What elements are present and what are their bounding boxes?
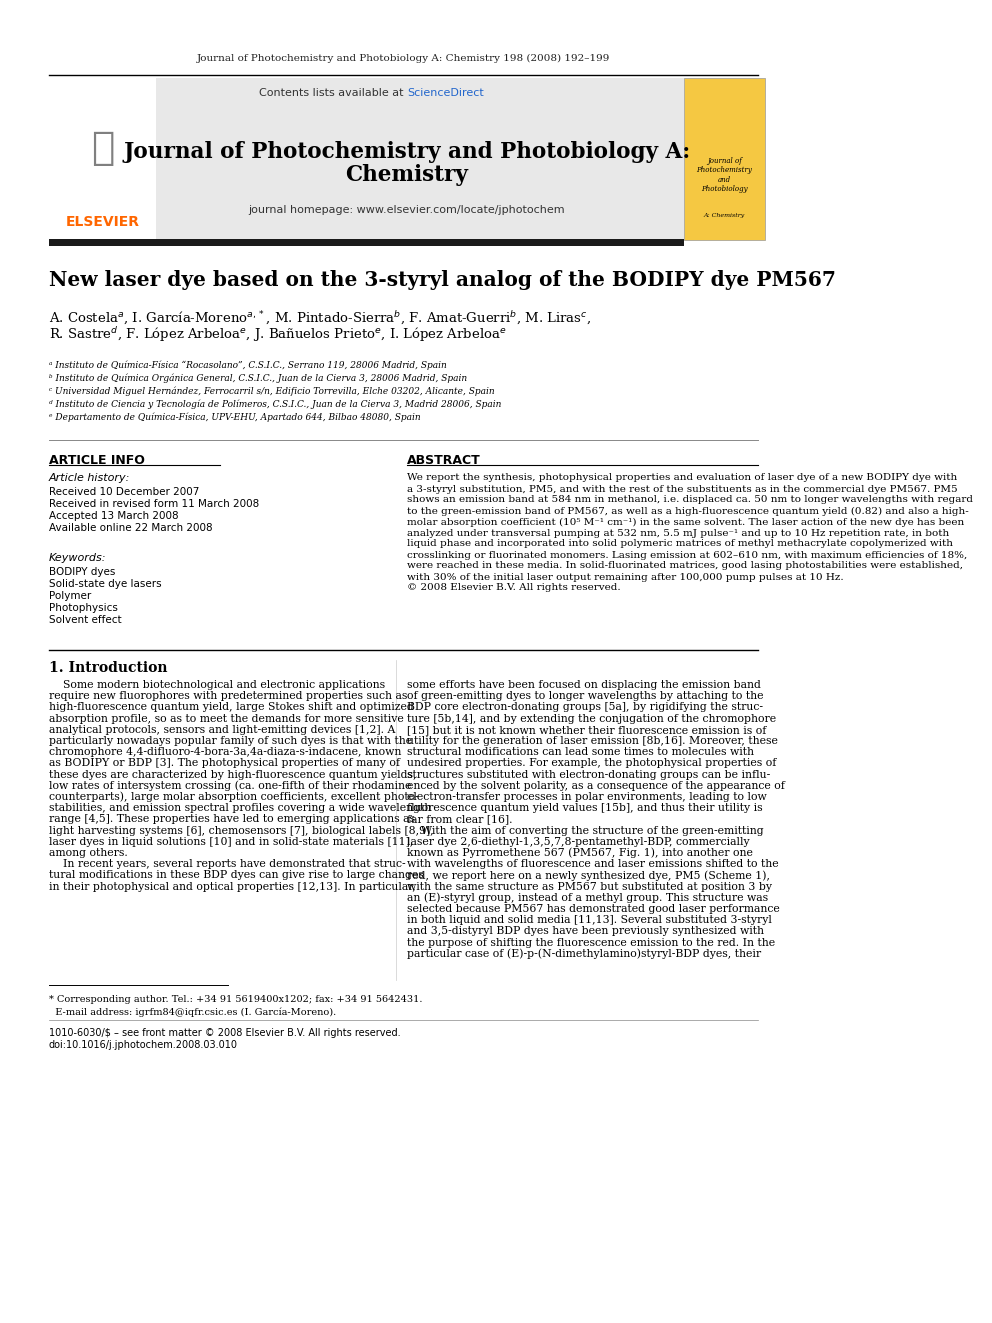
Text: New laser dye based on the 3-styryl analog of the BODIPY dye PM567: New laser dye based on the 3-styryl anal… (49, 270, 835, 290)
Text: among others.: among others. (49, 848, 128, 859)
Text: 🌳: 🌳 (91, 130, 114, 167)
Text: and 3,5-distyryl BDP dyes have been previously synthesized with: and 3,5-distyryl BDP dyes have been prev… (407, 926, 764, 937)
Text: enced by the solvent polarity, as a consequence of the appearance of: enced by the solvent polarity, as a cons… (407, 781, 785, 791)
Text: Journal of Photochemistry and Photobiology A: Chemistry 198 (2008) 192–199: Journal of Photochemistry and Photobiolo… (197, 53, 610, 62)
Text: analytical protocols, sensors and light-emitting devices [1,2]. A: analytical protocols, sensors and light-… (49, 725, 395, 734)
Text: structures substituted with electron-donating groups can be influ-: structures substituted with electron-don… (407, 770, 770, 779)
Text: with the same structure as PM567 but substituted at position 3 by: with the same structure as PM567 but sub… (407, 881, 772, 892)
Text: [15] but it is not known whether their fluorescence emission is of: [15] but it is not known whether their f… (407, 725, 766, 734)
Text: ScienceDirect: ScienceDirect (407, 89, 484, 98)
Text: 1010-6030/$ – see front matter © 2008 Elsevier B.V. All rights reserved.: 1010-6030/$ – see front matter © 2008 El… (49, 1028, 401, 1039)
Text: ᵈ Instituto de Ciencia y Tecnología de Polímeros, C.S.I.C., Juan de la Cierva 3,: ᵈ Instituto de Ciencia y Tecnología de P… (49, 400, 501, 409)
Text: with 30% of the initial laser output remaining after 100,000 pump pulses at 10 H: with 30% of the initial laser output rem… (407, 573, 843, 582)
Text: BODIPY dyes: BODIPY dyes (49, 568, 115, 577)
Text: R. Sastre$^d$, F. López Arbeloa$^e$, J. Bañuelos Prieto$^e$, I. López Arbeloa$^e: R. Sastre$^d$, F. López Arbeloa$^e$, J. … (49, 325, 507, 344)
Text: as BODIPY or BDP [3]. The photophysical properties of many of: as BODIPY or BDP [3]. The photophysical … (49, 758, 400, 769)
Text: E-mail address: igrfm84@iqfr.csic.es (I. García-Moreno).: E-mail address: igrfm84@iqfr.csic.es (I.… (49, 1007, 336, 1017)
Text: ture [5b,14], and by extending the conjugation of the chromophore: ture [5b,14], and by extending the conju… (407, 713, 776, 724)
Text: Contents lists available at: Contents lists available at (259, 89, 407, 98)
Text: were reached in these media. In solid-fluorinated matrices, good lasing photosta: were reached in these media. In solid-fl… (407, 561, 963, 570)
Bar (49, 239, 683, 246)
Text: A. Costela$^a$, I. García-Moreno$^{a,*}$, M. Pintado-Sierra$^b$, F. Amat-Guerri$: A. Costela$^a$, I. García-Moreno$^{a,*}$… (49, 310, 591, 327)
Text: shows an emission band at 584 nm in methanol, i.e. displaced ca. 50 nm to longer: shows an emission band at 584 nm in meth… (407, 496, 973, 504)
Text: ᵃ Instituto de Química-Física “Rocasolano”, C.S.I.C., Serrano 119, 28006 Madrid,: ᵃ Instituto de Química-Física “Rocasolan… (49, 360, 446, 369)
Text: utility for the generation of laser emission [8b,16]. Moreover, these: utility for the generation of laser emis… (407, 736, 778, 746)
Text: red, we report here on a newly synthesized dye, PM5 (Scheme 1),: red, we report here on a newly synthesiz… (407, 871, 770, 881)
Text: Received 10 December 2007: Received 10 December 2007 (49, 487, 199, 497)
Text: the purpose of shifting the fluorescence emission to the red. In the: the purpose of shifting the fluorescence… (407, 938, 775, 947)
Text: of green-emitting dyes to longer wavelengths by attaching to the: of green-emitting dyes to longer wavelen… (407, 691, 764, 701)
Text: Solvent effect: Solvent effect (49, 615, 121, 624)
Text: liquid phase and incorporated into solid polymeric matrices of methyl methacryla: liquid phase and incorporated into solid… (407, 540, 953, 549)
Text: A: Chemistry: A: Chemistry (703, 213, 745, 217)
Text: to the green-emission band of PM567, as well as a high-fluorescence quantum yiel: to the green-emission band of PM567, as … (407, 507, 968, 516)
Text: Journal of
Photochemistry
and
Photobiology: Journal of Photochemistry and Photobiolo… (696, 157, 752, 193)
Text: crosslinking or fluorinated monomers. Lasing emission at 602–610 nm, with maximu: crosslinking or fluorinated monomers. La… (407, 550, 967, 560)
Text: ARTICLE INFO: ARTICLE INFO (49, 454, 145, 467)
Text: particular case of (E)-p-(N-dimethylamino)styryl-BDP dyes, their: particular case of (E)-p-(N-dimethylamin… (407, 949, 761, 959)
Text: far from clear [16].: far from clear [16]. (407, 815, 513, 824)
Text: undesired properties. For example, the photophysical properties of: undesired properties. For example, the p… (407, 758, 777, 769)
Text: ᵇ Instituto de Química Orgánica General, C.S.I.C., Juan de la Cierva 3, 28006 Ma: ᵇ Instituto de Química Orgánica General,… (49, 373, 467, 382)
Text: Solid-state dye lasers: Solid-state dye lasers (49, 579, 162, 589)
Text: electron-transfer processes in polar environments, leading to low: electron-transfer processes in polar env… (407, 792, 767, 802)
Text: © 2008 Elsevier B.V. All rights reserved.: © 2008 Elsevier B.V. All rights reserved… (407, 583, 621, 593)
Text: Available online 22 March 2008: Available online 22 March 2008 (49, 523, 212, 533)
Bar (49, 78, 157, 239)
Text: with wavelengths of fluorescence and laser emissions shifted to the: with wavelengths of fluorescence and las… (407, 859, 779, 869)
Text: We report the synthesis, photophysical properties and evaluation of laser dye of: We report the synthesis, photophysical p… (407, 474, 957, 483)
Text: Keywords:: Keywords: (49, 553, 106, 564)
Text: light harvesting systems [6], chemosensors [7], biological labels [8,9],: light harvesting systems [6], chemosenso… (49, 826, 434, 836)
Text: selected because PM567 has demonstrated good laser performance: selected because PM567 has demonstrated … (407, 904, 780, 914)
Text: absorption profile, so as to meet the demands for more sensitive: absorption profile, so as to meet the de… (49, 713, 404, 724)
Text: Journal of Photochemistry and Photobiology A:: Journal of Photochemistry and Photobiolo… (123, 142, 690, 163)
Text: known as Pyrromethene 567 (PM567, Fig. 1), into another one: known as Pyrromethene 567 (PM567, Fig. 1… (407, 848, 753, 859)
Text: high-fluorescence quantum yield, large Stokes shift and optimized: high-fluorescence quantum yield, large S… (49, 703, 414, 712)
Text: With the aim of converting the structure of the green-emitting: With the aim of converting the structure… (407, 826, 764, 836)
Text: ᶜ Universidad Miguel Hernández, Ferrocarril s/n, Edificio Torrevilla, Elche 0320: ᶜ Universidad Miguel Hernández, Ferrocar… (49, 386, 494, 396)
Text: a 3-styryl substitution, PM5, and with the rest of the substituents as in the co: a 3-styryl substitution, PM5, and with t… (407, 484, 957, 493)
Text: some efforts have been focused on displacing the emission band: some efforts have been focused on displa… (407, 680, 761, 691)
Text: range [4,5]. These properties have led to emerging applications as: range [4,5]. These properties have led t… (49, 815, 415, 824)
Text: chromophore 4,4-difluoro-4-bora-3a,4a-diaza-s-indacene, known: chromophore 4,4-difluoro-4-bora-3a,4a-di… (49, 747, 401, 757)
Text: tural modifications in these BDP dyes can give rise to large changes: tural modifications in these BDP dyes ca… (49, 871, 424, 880)
Text: BDP core electron-donating groups [5a], by rigidifying the struc-: BDP core electron-donating groups [5a], … (407, 703, 763, 712)
Text: In recent years, several reports have demonstrated that struc-: In recent years, several reports have de… (49, 859, 406, 869)
Text: ᵉ Departamento de Química-Física, UPV-EHU, Apartado 644, Bilbao 48080, Spain: ᵉ Departamento de Química-Física, UPV-EH… (49, 413, 421, 422)
Text: Photophysics: Photophysics (49, 603, 118, 613)
Text: fluorescence quantum yield values [15b], and thus their utility is: fluorescence quantum yield values [15b],… (407, 803, 763, 814)
Text: Received in revised form 11 March 2008: Received in revised form 11 March 2008 (49, 499, 259, 509)
Text: analyzed under transversal pumping at 532 nm, 5.5 mJ pulse⁻¹ and up to 10 Hz rep: analyzed under transversal pumping at 53… (407, 528, 949, 537)
Text: in both liquid and solid media [11,13]. Several substituted 3-styryl: in both liquid and solid media [11,13]. … (407, 916, 772, 925)
Text: counterparts), large molar absorption coefficients, excellent photo-: counterparts), large molar absorption co… (49, 791, 419, 802)
Text: require new fluorophores with predetermined properties such as: require new fluorophores with predetermi… (49, 691, 407, 701)
Text: laser dyes in liquid solutions [10] and in solid-state materials [11],: laser dyes in liquid solutions [10] and … (49, 837, 413, 847)
Bar (683, 78, 765, 239)
Text: Chemistry: Chemistry (345, 164, 468, 187)
Text: Article history:: Article history: (49, 474, 130, 483)
Text: in their photophysical and optical properties [12,13]. In particular,: in their photophysical and optical prope… (49, 881, 416, 892)
Text: * Corresponding author. Tel.: +34 91 5619400x1202; fax: +34 91 5642431.: * Corresponding author. Tel.: +34 91 561… (49, 995, 423, 1004)
Text: ABSTRACT: ABSTRACT (407, 454, 481, 467)
Text: structural modifications can lead some times to molecules with: structural modifications can lead some t… (407, 747, 754, 757)
Text: Polymer: Polymer (49, 591, 91, 601)
Text: an (E)-styryl group, instead of a methyl group. This structure was: an (E)-styryl group, instead of a methyl… (407, 893, 768, 904)
Text: stabilities, and emission spectral profiles covering a wide wavelength: stabilities, and emission spectral profi… (49, 803, 432, 814)
Text: particularly nowadays popular family of such dyes is that with the: particularly nowadays popular family of … (49, 736, 412, 746)
Bar (49, 78, 683, 239)
Text: laser dye 2,6-diethyl-1,3,5,7,8-pentamethyl-BDP, commercially: laser dye 2,6-diethyl-1,3,5,7,8-pentamet… (407, 837, 750, 847)
Text: Accepted 13 March 2008: Accepted 13 March 2008 (49, 511, 179, 521)
Text: 1. Introduction: 1. Introduction (49, 662, 168, 675)
Text: low rates of intersystem crossing (ca. one-fifth of their rhodamine: low rates of intersystem crossing (ca. o… (49, 781, 412, 791)
Text: doi:10.1016/j.jphotochem.2008.03.010: doi:10.1016/j.jphotochem.2008.03.010 (49, 1040, 238, 1050)
Text: Some modern biotechnological and electronic applications: Some modern biotechnological and electro… (49, 680, 385, 691)
Text: molar absorption coefficient (10⁵ M⁻¹ cm⁻¹) in the same solvent. The laser actio: molar absorption coefficient (10⁵ M⁻¹ cm… (407, 517, 964, 527)
Text: these dyes are characterized by high-fluorescence quantum yields,: these dyes are characterized by high-flu… (49, 770, 417, 779)
Text: journal homepage: www.elsevier.com/locate/jphotochem: journal homepage: www.elsevier.com/locat… (249, 205, 565, 216)
Text: ELSEVIER: ELSEVIER (65, 216, 140, 229)
